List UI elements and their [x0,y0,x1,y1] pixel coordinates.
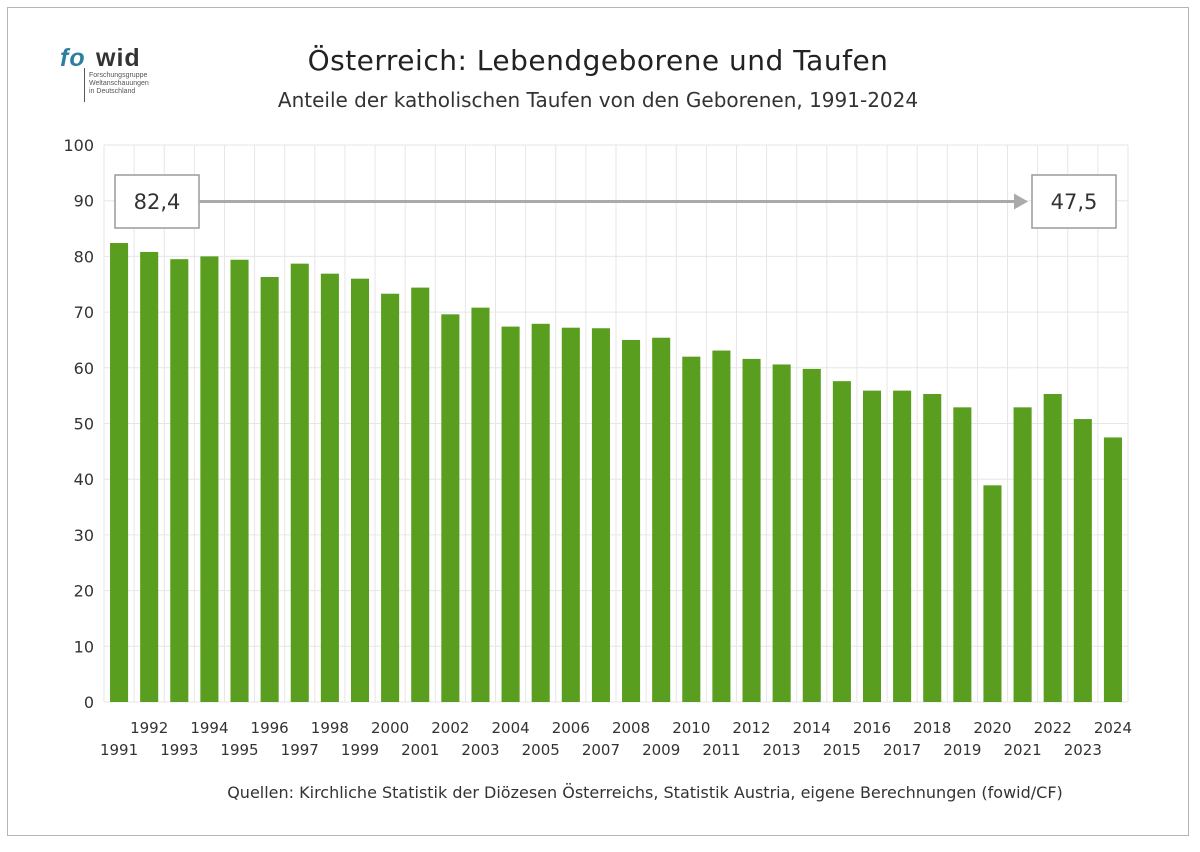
bar [772,364,791,702]
bar [110,243,129,703]
x-tick-label: 2000 [371,719,409,737]
x-tick-label: 1998 [311,719,349,737]
y-tick-label: 70 [74,303,94,322]
x-tick-label: 1994 [190,719,228,737]
logo-subtitle: Forschungsgruppe Weltanschauungen in Deu… [89,72,149,95]
bar [320,273,339,702]
y-tick-label: 100 [63,136,94,155]
bar [953,407,972,702]
x-tick-label: 1997 [281,741,319,759]
x-tick-label: 2017 [883,741,921,759]
x-tick-label: 2009 [642,741,680,759]
x-tick-label: 2011 [702,741,740,759]
logo-text-wid: wid [96,44,141,72]
x-tick-label: 2019 [943,741,981,759]
bar [802,368,821,702]
x-tick-label: 1991 [100,741,138,759]
bar [1013,407,1032,702]
start-value-label: 82,4 [134,190,181,214]
bar [923,393,942,702]
x-tick-label: 2016 [853,719,891,737]
x-tick-label: 1995 [220,741,258,759]
y-tick-label: 80 [74,247,94,266]
bar [471,307,490,702]
y-tick-label: 90 [74,192,94,211]
bar [742,358,761,702]
bar [1103,437,1122,702]
y-tick-label: 10 [74,637,94,656]
x-tick-label: 2005 [522,741,560,759]
x-tick-label: 2012 [732,719,770,737]
bar [1073,419,1092,702]
bar [260,277,279,702]
logo-text-fo: fo [60,44,86,72]
bar [591,328,610,702]
bar [441,314,460,702]
x-tick-label: 2018 [913,719,951,737]
trend-arrow-head [1014,193,1028,210]
bar [1043,393,1062,702]
x-tick-label: 1996 [251,719,289,737]
bar [140,251,159,702]
x-tick-label: 2013 [763,741,801,759]
bar [290,263,309,702]
start-value-box [114,174,200,229]
x-tick-label: 2024 [1094,719,1132,737]
x-tick-label: 2007 [582,741,620,759]
end-value-box [1031,174,1117,229]
bar [712,350,731,702]
bar [652,337,671,702]
bar [531,323,550,702]
fowid-logo: fo wid Forschungsgruppe Weltanschauungen… [60,44,190,104]
bar [411,287,430,702]
bar [862,390,882,702]
x-tick-label: 2010 [672,719,710,737]
bar [350,278,370,702]
x-tick-label: 1999 [341,741,379,759]
grid-lines [103,144,1129,703]
x-tick-label: 2014 [793,719,831,737]
end-value-label: 47,5 [1051,190,1098,214]
bar [501,326,520,702]
bar [170,259,189,702]
x-tick-label: 2022 [1034,719,1072,737]
x-tick-label: 2003 [461,741,499,759]
bars [110,243,1122,703]
y-tick-label: 60 [74,359,94,378]
x-tick-label: 2021 [1003,741,1041,759]
x-tick-label: 2020 [973,719,1011,737]
chart-subtitle: Anteile der katholischen Taufen von den … [277,88,919,112]
y-axis-ticks: 0 10 20 30 40 50 60 70 80 90 100 [63,136,94,712]
x-tick-label: 2001 [401,741,439,759]
bar [893,390,912,702]
bar [381,293,400,702]
y-tick-label: 0 [84,693,94,712]
bar [983,485,1002,702]
chart-title: Österreich: Lebendgeborene und Taufen [307,44,889,77]
x-tick-label: 1992 [130,719,168,737]
y-tick-label: 30 [74,526,94,545]
x-axis-ticks: 1991 1992 1993 1994 1995 1996 1997 1998 1999 2000… [100,719,1132,759]
x-tick-label: 1993 [160,741,198,759]
y-tick-label: 20 [74,582,94,601]
bar [622,339,641,702]
bar [200,256,219,702]
x-tick-label: 2004 [491,719,529,737]
x-tick-label: 2002 [431,719,469,737]
y-tick-label: 40 [74,470,94,489]
x-tick-label: 2015 [823,741,861,759]
logo-divider [84,68,85,102]
x-tick-label: 2006 [552,719,590,737]
x-tick-label: 2023 [1064,741,1102,759]
bar [561,327,580,702]
x-tick-label: 2008 [612,719,650,737]
bar [682,356,701,702]
bar [230,259,249,702]
bar [832,381,851,702]
source-note: Quellen: Kirchliche Statistik der Diözes… [227,783,1063,802]
annotations: 82,4 47,5 [114,174,1117,229]
y-tick-label: 50 [74,415,94,434]
